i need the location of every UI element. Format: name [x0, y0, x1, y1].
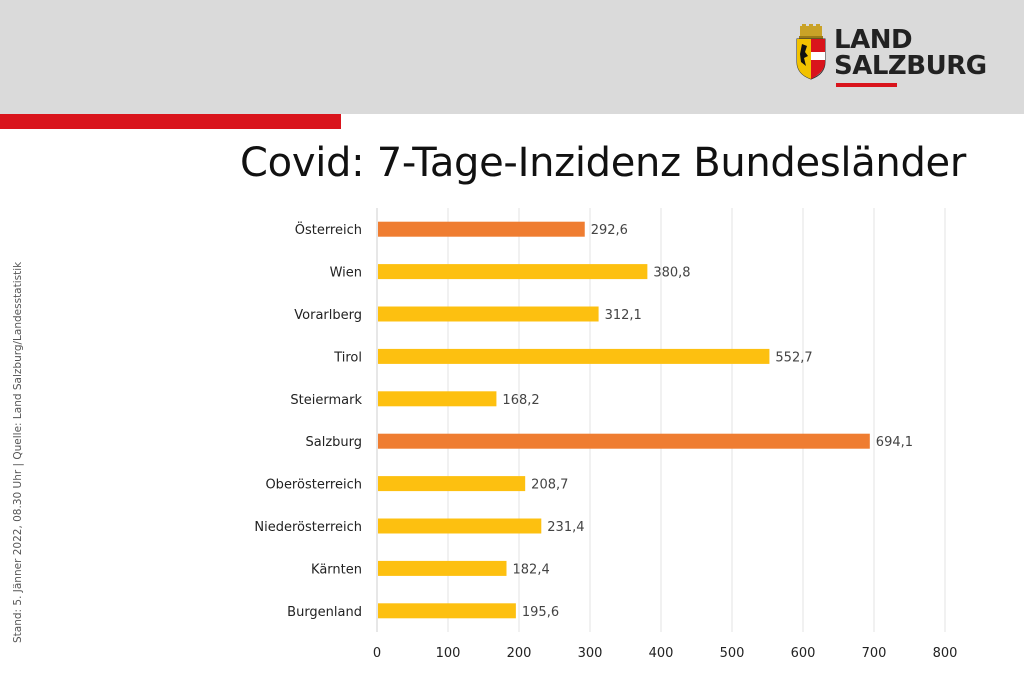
value-label: 182,4: [513, 562, 550, 577]
x-tick-label: 300: [578, 646, 603, 661]
category-label: Burgenland: [287, 605, 362, 620]
category-label: Tirol: [333, 350, 362, 365]
chart-title: Covid: 7-Tage-Inzidenz Bundesländer: [240, 140, 966, 186]
category-label: Salzburg: [305, 435, 362, 450]
category-label: Niederösterreich: [254, 520, 362, 535]
bar: [378, 306, 599, 322]
value-label: 168,2: [502, 393, 539, 408]
x-tick-label: 600: [791, 646, 816, 661]
bar: [378, 221, 585, 237]
bar: [378, 433, 870, 449]
bar: [378, 476, 526, 492]
x-tick-label: 100: [436, 646, 461, 661]
category-label: Wien: [330, 266, 362, 281]
value-label: 312,1: [605, 308, 642, 323]
category-label: Steiermark: [290, 393, 362, 408]
value-label: 694,1: [876, 435, 913, 450]
logo-underline: [836, 83, 897, 87]
category-label: Vorarlberg: [294, 308, 362, 323]
category-label: Österreich: [295, 221, 362, 238]
value-label: 552,7: [775, 350, 812, 365]
x-tick-label: 800: [933, 646, 958, 661]
accent-strip: [0, 114, 341, 129]
header-band: [0, 0, 1024, 114]
value-label: 195,6: [522, 605, 559, 620]
land-salzburg-logo: LAND SALZBURG: [794, 24, 987, 94]
bar: [378, 518, 542, 534]
category-label: Oberösterreich: [265, 478, 362, 493]
value-label: 292,6: [591, 223, 628, 238]
value-label: 208,7: [531, 478, 568, 493]
value-label: 380,8: [653, 266, 690, 281]
logo-line-1: LAND: [834, 25, 913, 55]
logo-line-2: SALZBURG: [834, 51, 987, 81]
bar: [378, 603, 516, 619]
value-label: 231,4: [547, 520, 584, 535]
coat-of-arms-icon: [796, 24, 826, 80]
x-tick-label: 200: [507, 646, 532, 661]
bar: [378, 264, 648, 280]
x-tick-label: 400: [649, 646, 674, 661]
x-tick-label: 700: [862, 646, 887, 661]
x-tick-label: 500: [720, 646, 745, 661]
category-label: Kärnten: [311, 562, 362, 577]
logo-wordmark: LAND SALZBURG: [834, 27, 987, 79]
bar: [378, 348, 770, 364]
x-tick-label: 0: [373, 646, 381, 661]
bar: [378, 391, 497, 407]
bar: [378, 560, 507, 576]
